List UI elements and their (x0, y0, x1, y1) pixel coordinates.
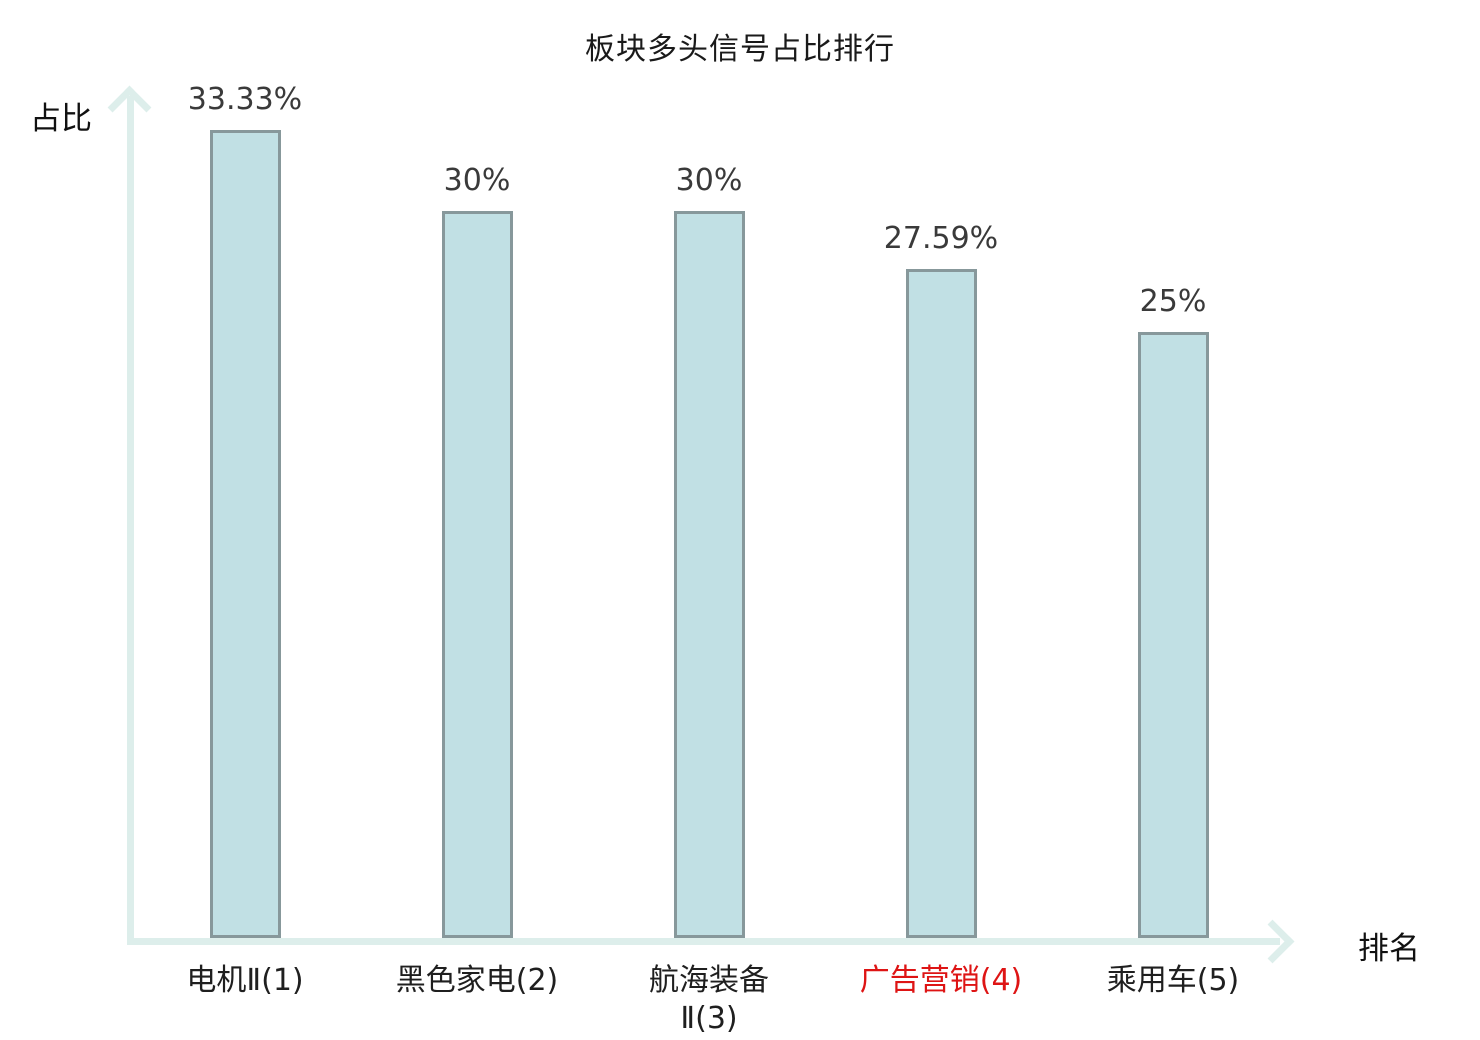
x-axis-line (127, 938, 1280, 945)
bar-value-label: 27.59% (883, 221, 999, 256)
bar (441, 211, 513, 938)
bar-category-label: 航海装备 Ⅱ(3) (649, 963, 769, 1036)
chart-title: 板块多头信号占比排行 (585, 32, 895, 67)
x-axis-arrow-icon (1250, 919, 1295, 964)
bar (905, 269, 977, 938)
bar (673, 211, 745, 938)
x-axis-label: 排名 (1358, 931, 1420, 967)
y-axis-line (127, 96, 134, 941)
bar-category-label: 电机Ⅱ(1) (186, 963, 304, 998)
bar-value-label: 33.33% (187, 82, 303, 117)
bar-category-label: 黑色家电(2) (395, 963, 559, 998)
bar (209, 130, 281, 938)
bar-category-label: 乘用车(5) (1106, 963, 1240, 998)
bar (1137, 332, 1209, 938)
bar-value-label: 30% (443, 163, 511, 198)
y-axis-label: 占比 (30, 101, 92, 137)
bar-value-label: 25% (1139, 284, 1207, 319)
bar-value-label: 30% (675, 163, 743, 198)
bar-category-label: 广告营销(4) (859, 963, 1023, 998)
